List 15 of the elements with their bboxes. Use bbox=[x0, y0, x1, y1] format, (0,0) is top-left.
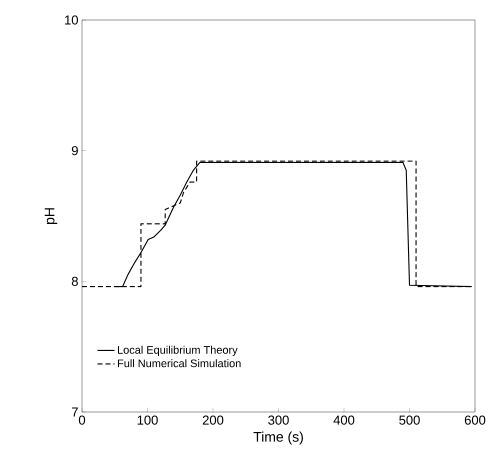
x-tick-label: 500 bbox=[399, 416, 420, 425]
legend-label: Full Numerical Simulation bbox=[118, 359, 241, 368]
x-axis-title: Time (s) bbox=[254, 432, 303, 445]
y-tick-label: 7 bbox=[72, 408, 78, 416]
x-tick-label: 0 bbox=[78, 416, 86, 425]
x-tick-label: 200 bbox=[202, 416, 224, 425]
x-tick-label: 400 bbox=[333, 416, 354, 425]
legend-label: Local Equilibrium Theory bbox=[118, 346, 238, 356]
x-tick-label: 300 bbox=[268, 416, 289, 425]
x-tick-label: 600 bbox=[464, 416, 486, 425]
y-tick-label: 10 bbox=[65, 15, 78, 25]
y-tick-label: 9 bbox=[72, 146, 78, 156]
x-tick-label: 100 bbox=[138, 416, 158, 425]
y-axis-title: pH bbox=[44, 208, 58, 224]
y-tick-label: 8 bbox=[72, 276, 78, 286]
